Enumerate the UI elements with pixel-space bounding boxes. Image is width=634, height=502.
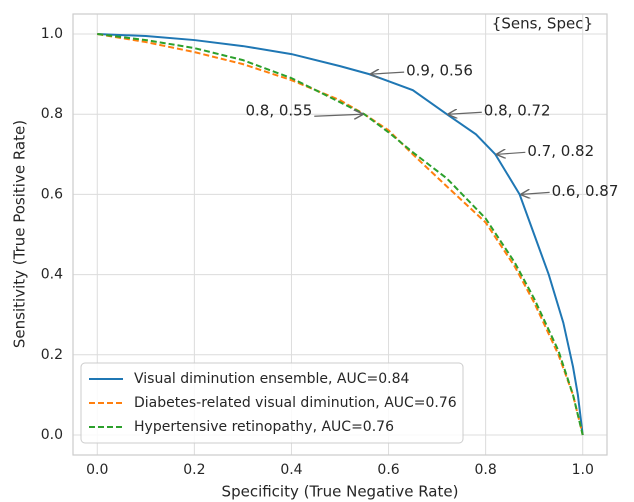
annotation-label: 0.8, 0.72	[484, 102, 551, 120]
x-tick-label: 0.6	[377, 462, 399, 478]
annotation-arrow	[522, 192, 550, 194]
legend-box	[80, 362, 464, 444]
y-tick-label: 0.4	[41, 267, 63, 283]
plot-frame	[72, 13, 608, 456]
annotation-label: 0.7, 0.82	[527, 142, 594, 160]
x-tick-label: 0.0	[86, 462, 108, 478]
legend-label: Hypertensive retinopathy, AUC=0.76	[134, 419, 394, 435]
annotation-arrow	[497, 152, 526, 154]
legend-label: Diabetes-related visual diminution, AUC=…	[134, 395, 457, 411]
y-tick-label: 0.8	[41, 106, 63, 122]
y-tick-label: 1.0	[41, 26, 63, 42]
roc-line	[97, 33, 584, 436]
annotation-arrow	[314, 114, 362, 116]
x-tick-label: 1.0	[572, 462, 594, 478]
annotation-arrow	[449, 112, 482, 114]
x-tick-label: 0.2	[183, 462, 205, 478]
roc-line	[97, 33, 584, 436]
x-tick-label: 0.4	[280, 462, 302, 478]
annotation-label: 0.9, 0.56	[406, 62, 473, 80]
y-tick-label: 0.0	[41, 427, 63, 443]
annotation-label: 0.8, 0.55	[245, 102, 312, 120]
corner-note: {Sens, Spec}	[492, 15, 593, 33]
x-tick-label: 0.8	[475, 462, 497, 478]
annotation-arrow	[371, 72, 405, 74]
y-tick-label: 0.6	[41, 186, 63, 202]
x-axis-label: Specificity (True Negative Rate)	[222, 483, 459, 501]
annotation-label: 0.6, 0.87	[552, 182, 619, 200]
y-tick-label: 0.2	[41, 347, 63, 363]
y-axis-label: Sensitivity (True Positive Rate)	[11, 120, 29, 348]
legend-label: Visual diminution ensemble, AUC=0.84	[134, 371, 409, 387]
